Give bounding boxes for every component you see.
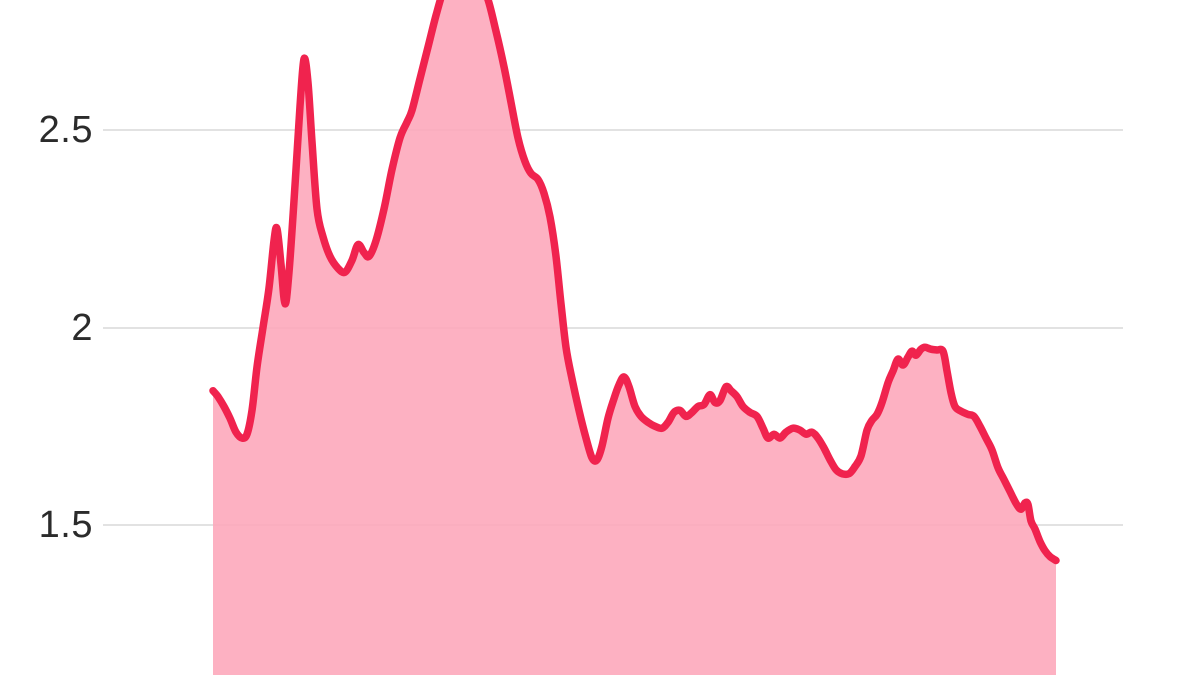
price-area-fill: [213, 0, 1056, 675]
price-line: [209, 0, 1060, 565]
gridline-2-0: [103, 327, 1123, 329]
y-axis-tick-label: 1.5: [38, 504, 93, 546]
y-axis-tick-label: 2.5: [38, 109, 93, 151]
y-axis-tick-label: 2: [71, 307, 93, 349]
gridline-2-5: [103, 129, 1123, 131]
